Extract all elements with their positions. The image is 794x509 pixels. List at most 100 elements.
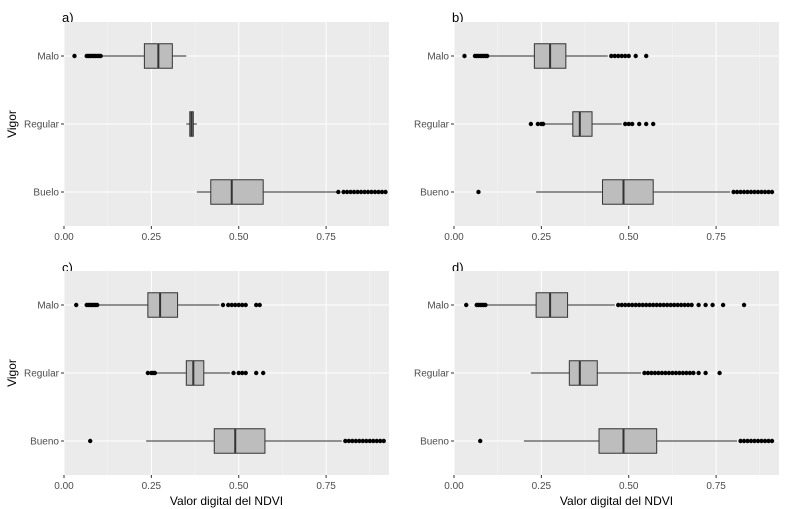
- outlier-point: [371, 438, 376, 444]
- box-bueno: [478, 428, 775, 454]
- x-tick-label: 0.00: [444, 481, 464, 492]
- x-tick-label: 0.50: [619, 232, 639, 243]
- outlier-point: [619, 302, 624, 308]
- outlier-point: [344, 189, 350, 195]
- outlier-point: [88, 438, 93, 444]
- outlier-point: [343, 438, 348, 444]
- outlier-point: [675, 302, 680, 308]
- y-tick-label: Bueno: [420, 188, 449, 199]
- outlier-point: [616, 53, 621, 59]
- iqr-box: [535, 292, 569, 318]
- outlier-point: [644, 53, 649, 59]
- x-tick-label: 0.00: [444, 232, 464, 243]
- y-tick-label: Bueno: [30, 437, 59, 448]
- outlier-point: [98, 53, 103, 59]
- outlier-point: [671, 302, 677, 308]
- outlier-point: [650, 121, 656, 127]
- panel-label: c): [62, 260, 73, 275]
- outlier-point: [769, 438, 775, 444]
- box-malo: [72, 43, 187, 69]
- outlier-point: [381, 438, 386, 444]
- outlier-point: [369, 189, 374, 195]
- y-tick-label: Bueno: [420, 437, 449, 448]
- outlier-point: [365, 189, 371, 195]
- box-malo: [462, 43, 649, 69]
- outlier-point: [659, 370, 665, 376]
- outlier-point: [748, 189, 754, 195]
- outlier-point: [350, 438, 355, 444]
- outlier-point: [240, 302, 245, 308]
- outlier-point: [351, 189, 357, 195]
- outlier-point: [650, 302, 656, 308]
- outlier-point: [379, 189, 385, 195]
- outlier-point: [378, 438, 383, 444]
- outlier-point: [644, 302, 649, 308]
- outlier-point: [346, 438, 352, 444]
- iqr-box: [147, 292, 179, 318]
- outlier-point: [360, 438, 365, 444]
- outlier-point: [358, 189, 364, 195]
- outlier-point: [680, 370, 686, 376]
- outlier-point: [626, 121, 631, 127]
- outlier-point: [152, 370, 158, 376]
- outlier-point: [336, 189, 341, 195]
- outlier-point: [656, 370, 661, 376]
- iqr-box: [572, 111, 593, 137]
- box-regular: [528, 111, 656, 137]
- x-tick-label: 0.75: [706, 232, 726, 243]
- x-tick-label: 0.00: [54, 481, 74, 492]
- outlier-point: [72, 53, 77, 59]
- x-tick-label: 0.25: [532, 232, 552, 243]
- outlier-point: [609, 53, 614, 59]
- outlier-point: [226, 302, 231, 308]
- outlier-point: [661, 302, 666, 308]
- outlier-point: [762, 189, 768, 195]
- outlier-point: [642, 370, 647, 376]
- outlier-point: [687, 370, 693, 376]
- box-regular: [530, 360, 722, 386]
- outlier-point: [254, 302, 259, 308]
- outlier-point: [257, 302, 262, 308]
- x-tick-label: 0.75: [316, 481, 336, 492]
- x-tick-label: 0.50: [229, 232, 249, 243]
- x-tick-label: 0.25: [142, 232, 162, 243]
- outlier-point: [745, 438, 750, 444]
- outlier-point: [745, 189, 750, 195]
- y-tick-label: Malo: [37, 301, 59, 312]
- outlier-point: [633, 53, 638, 59]
- outlier-point: [710, 302, 715, 308]
- outlier-point: [236, 370, 241, 376]
- outlier-point: [741, 302, 747, 308]
- iqr-box: [568, 360, 598, 386]
- box-regular: [186, 111, 197, 137]
- outlier-point: [668, 302, 673, 308]
- outlier-point: [755, 438, 761, 444]
- outlier-point: [685, 302, 691, 308]
- outlier-point: [738, 438, 743, 444]
- outlier-point: [748, 438, 754, 444]
- box-malo: [464, 292, 747, 318]
- outlier-point: [734, 189, 740, 195]
- outlier-point: [682, 302, 687, 308]
- x-tick-label: 0.25: [142, 481, 162, 492]
- outlier-point: [236, 302, 241, 308]
- panel-label: b): [452, 10, 464, 25]
- outlier-point: [670, 370, 675, 376]
- y-tick-label: Malo: [427, 52, 449, 63]
- x-axis-title: Valor digital del NDVI: [560, 494, 673, 508]
- box-bueno: [88, 428, 386, 454]
- outlier-point: [752, 189, 757, 195]
- box-regular: [145, 360, 266, 386]
- outlier-point: [240, 370, 245, 376]
- panel-2: b) 0.00 0.25 0.50 0.75 Malo Regular Bueno: [414, 10, 779, 243]
- outlier-point: [633, 302, 638, 308]
- outlier-point: [637, 121, 642, 127]
- outlier-point: [348, 189, 353, 195]
- x-tick-label: 0.50: [229, 481, 249, 492]
- outlier-point: [94, 302, 100, 308]
- outlier-point: [626, 302, 631, 308]
- box-malo: [74, 292, 262, 318]
- outlier-point: [738, 189, 743, 195]
- box-buelo: [196, 179, 388, 205]
